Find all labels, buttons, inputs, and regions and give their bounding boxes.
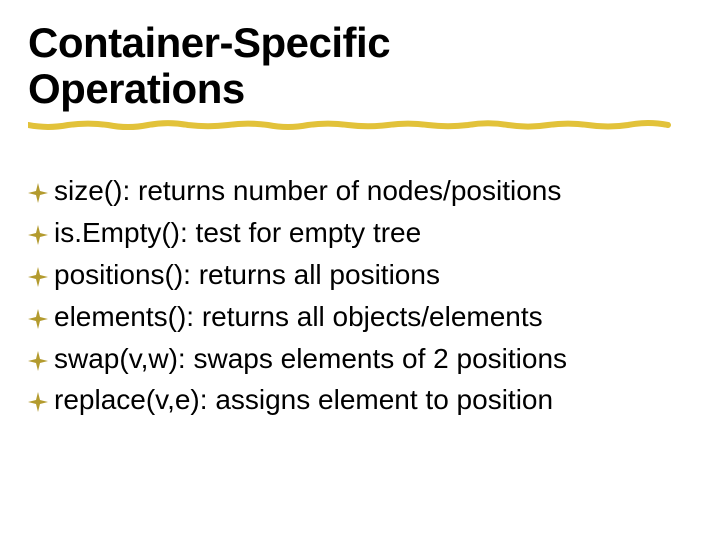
bullet-text: elements(): returns all objects/elements [54, 298, 543, 336]
title-line-1: Container-Specific [28, 20, 692, 66]
title-block: Container-Specific Operations [28, 20, 692, 132]
list-item: replace(v,e): assigns element to positio… [28, 381, 692, 419]
list-item: size(): returns number of nodes/position… [28, 172, 692, 210]
bullet-text: size(): returns number of nodes/position… [54, 172, 561, 210]
bullet-text: positions(): returns all positions [54, 256, 440, 294]
title-underline [28, 118, 688, 132]
bullet-text: swap(v,w): swaps elements of 2 positions [54, 340, 567, 378]
list-item: elements(): returns all objects/elements [28, 298, 692, 336]
star-bullet-icon [28, 225, 50, 247]
star-bullet-icon [28, 267, 50, 289]
star-bullet-icon [28, 309, 50, 331]
title-line-2: Operations [28, 66, 692, 112]
star-bullet-icon [28, 351, 50, 373]
slide: Container-Specific Operations size(): re… [0, 0, 720, 540]
list-item: is.Empty(): test for empty tree [28, 214, 692, 252]
list-item: swap(v,w): swaps elements of 2 positions [28, 340, 692, 378]
bullet-text: replace(v,e): assigns element to positio… [54, 381, 553, 419]
list-item: positions(): returns all positions [28, 256, 692, 294]
bullet-list: size(): returns number of nodes/position… [28, 172, 692, 419]
star-bullet-icon [28, 392, 50, 414]
star-bullet-icon [28, 183, 50, 205]
bullet-text: is.Empty(): test for empty tree [54, 214, 421, 252]
